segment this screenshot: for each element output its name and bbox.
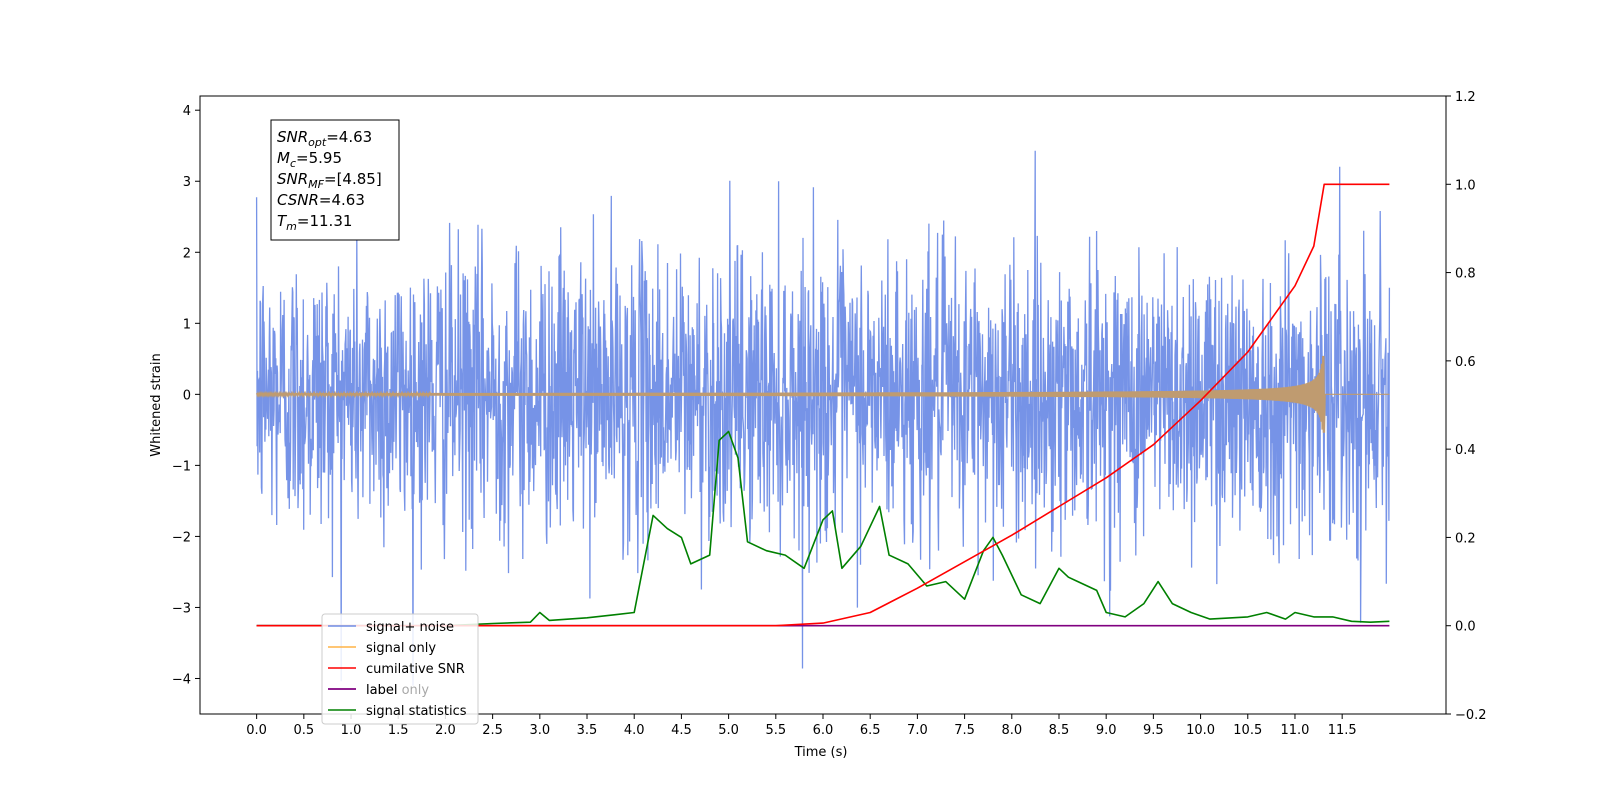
- y-tick-label: 2: [183, 246, 191, 261]
- x-tick-label: 9.5: [1143, 723, 1164, 738]
- y-tick-label: 3: [183, 175, 191, 190]
- legend-frame: [321, 613, 479, 725]
- x-axis: 0.0 0.5 1.0 1.5 2.0 2.5 3.0 3.5 4.0 4.5 5.0 5.5 6.0 6…: [246, 714, 1357, 738]
- y-tick-label: 4: [183, 104, 191, 119]
- y2-tick-label: −0.2: [1455, 708, 1487, 723]
- x-tick-label: 3.0: [529, 723, 550, 738]
- x-tick-label: 10.5: [1233, 723, 1262, 738]
- x-tick-label: 5.0: [718, 723, 739, 738]
- x-tick-label: 1.0: [341, 723, 362, 738]
- legend-label: label: [366, 683, 397, 698]
- y-tick-label: 0: [183, 388, 191, 403]
- series-cumulative-snr: [256, 183, 1390, 627]
- y-axis-label: Whitened strain: [149, 353, 164, 456]
- y-tick-label: −1: [172, 459, 191, 474]
- x-tick-label: 2.5: [482, 723, 503, 738]
- stats-line: CSNR=4.63: [277, 191, 365, 209]
- legend-label: signal only: [366, 641, 436, 656]
- x-tick-label: 1.5: [388, 723, 409, 738]
- x-axis-label: Time (s): [794, 745, 848, 760]
- stats-line: SNRMF=[4.85]: [277, 170, 382, 191]
- x-tick-label: 3.5: [577, 723, 598, 738]
- x-tick-label: 4.5: [671, 723, 692, 738]
- y-tick-label: −4: [172, 672, 191, 687]
- y2-tick-label: 0.8: [1455, 267, 1476, 282]
- x-tick-label: 6.0: [813, 723, 834, 738]
- series-signal-statistics: [256, 430, 1390, 627]
- y-tick-label: −3: [172, 601, 191, 616]
- y-axis-right: 1.2 1.0 0.8 0.6 0.4 0.2 0.0 −0.2: [1446, 90, 1487, 723]
- legend-label: signal+ noise: [366, 620, 454, 635]
- y2-tick-label: 0.6: [1455, 355, 1476, 370]
- y-tick-label: −2: [172, 530, 191, 545]
- legend-label: signal statistics: [366, 704, 467, 719]
- x-tick-label: 0.0: [246, 723, 267, 738]
- x-tick-label: 4.0: [624, 723, 645, 738]
- x-tick-label: 8.0: [1001, 723, 1022, 738]
- y2-tick-label: 0.2: [1455, 531, 1476, 546]
- x-tick-label: 9.0: [1096, 723, 1117, 738]
- x-tick-label: 10.0: [1186, 723, 1215, 738]
- stats-line: Mc=5.95: [277, 149, 342, 170]
- x-tick-label: 8.5: [1049, 723, 1070, 738]
- x-tick-label: 6.5: [860, 723, 881, 738]
- series-signal-only: [256, 355, 1390, 433]
- y2-tick-label: 0.0: [1455, 620, 1476, 635]
- x-tick-label: 7.5: [954, 723, 975, 738]
- stats-line: Tm=11.31: [277, 212, 352, 233]
- stats-box-frame: [270, 119, 400, 241]
- y2-tick-label: 1.2: [1455, 90, 1476, 105]
- x-tick-label: 11.5: [1328, 723, 1357, 738]
- x-tick-label: 11.0: [1280, 723, 1309, 738]
- plot-area: [255, 150, 1391, 686]
- legend: signal+ noise signal only cumilative SNR la…: [321, 613, 479, 725]
- series-signal-noise: [255, 150, 1391, 686]
- x-tick-label: 2.0: [435, 723, 456, 738]
- x-tick-label: 0.5: [293, 723, 314, 738]
- y-axis-left: 4 3 2 1 0 −1 −2 −3 −4: [172, 104, 200, 687]
- series-layer: [255, 150, 1391, 686]
- legend-label: cumilative SNR: [366, 662, 465, 677]
- y-tick-label: 1: [183, 317, 191, 332]
- y2-tick-label: 0.4: [1455, 443, 1476, 458]
- y2-tick-label: 1.0: [1455, 178, 1476, 193]
- legend-label: label only: [366, 683, 429, 698]
- stats-line: SNRopt=4.63: [277, 128, 372, 149]
- x-tick-label: 5.5: [765, 723, 786, 738]
- x-tick-label: 7.0: [907, 723, 928, 738]
